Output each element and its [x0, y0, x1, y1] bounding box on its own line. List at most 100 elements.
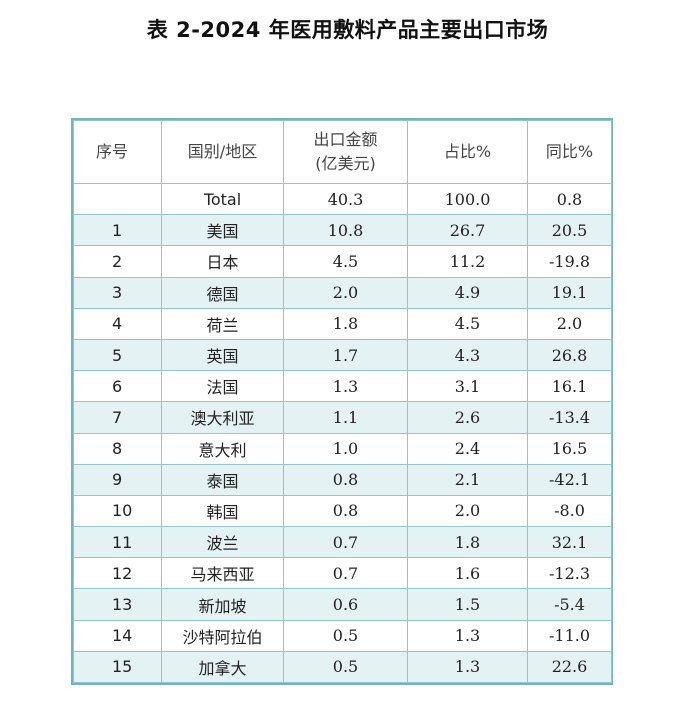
cell-country: 新加坡	[161, 588, 284, 621]
cell-country: 意大利	[161, 432, 284, 465]
cell-amount: 0.5	[283, 619, 408, 652]
cell-share: 1.6	[407, 557, 528, 590]
cell-yoy: 16.5	[527, 432, 612, 465]
table-row: 7 澳大利亚 1.1 2.6 -13.4	[73, 401, 612, 434]
cell-amount: 1.1	[283, 401, 408, 434]
cell-country: 沙特阿拉伯	[161, 619, 284, 652]
table-body: Total 40.3 100.0 0.8 1 美国 10.8 26.7 20.5 2 日本 4.5 11…	[73, 182, 612, 684]
cell-share: 100.0	[407, 182, 528, 216]
cell-share: 2.4	[407, 432, 528, 465]
table-row: 13 新加坡 0.6 1.5 -5.4	[73, 588, 612, 621]
cell-share: 2.1	[407, 463, 528, 496]
cell-country: 日本	[161, 245, 284, 278]
cell-share: 4.3	[407, 338, 528, 372]
cell-amount: 0.6	[283, 588, 408, 621]
cell-amount: 0.7	[283, 557, 408, 590]
cell-amount: 1.0	[283, 432, 408, 465]
header-index: 序号	[73, 120, 162, 184]
table-row: 4 荷兰 1.8 4.5 2.0	[73, 307, 612, 340]
cell-country: 澳大利亚	[161, 401, 284, 434]
export-market-table-container: 序号 国别/地区 出口金额 (亿美元) 占比% 同比% Total 40.3 100…	[71, 118, 613, 685]
cell-index: 9	[73, 463, 162, 496]
header-share: 占比%	[407, 120, 528, 184]
cell-yoy: -42.1	[527, 463, 612, 496]
cell-yoy: 22.6	[527, 650, 612, 684]
cell-country: 德国	[161, 276, 284, 309]
cell-amount: 0.5	[283, 650, 408, 684]
cell-amount: 2.0	[283, 276, 408, 309]
cell-amount: 1.3	[283, 370, 408, 403]
table-row: 14 沙特阿拉伯 0.5 1.3 -11.0	[73, 619, 612, 652]
cell-index: 13	[73, 588, 162, 621]
cell-index: 7	[73, 401, 162, 434]
cell-amount: 0.8	[283, 463, 408, 496]
cell-amount: 0.7	[283, 526, 408, 559]
cell-index: 5	[73, 338, 162, 372]
header-yoy: 同比%	[527, 120, 612, 184]
cell-amount: 40.3	[283, 182, 408, 216]
cell-yoy: -8.0	[527, 494, 612, 528]
cell-amount: 1.8	[283, 307, 408, 340]
table-row: 5 英国 1.7 4.3 26.8	[73, 338, 612, 372]
cell-share: 4.5	[407, 307, 528, 340]
cell-index: 15	[73, 650, 162, 684]
table-row: 15 加拿大 0.5 1.3 22.6	[73, 650, 612, 684]
cell-country: 泰国	[161, 463, 284, 496]
cell-yoy: -19.8	[527, 245, 612, 278]
cell-yoy: 0.8	[527, 182, 612, 216]
cell-country: 马来西亚	[161, 557, 284, 590]
cell-country: Total	[161, 182, 284, 216]
cell-amount: 10.8	[283, 214, 408, 247]
export-market-table: 序号 国别/地区 出口金额 (亿美元) 占比% 同比% Total 40.3 100…	[73, 120, 612, 684]
cell-yoy: -5.4	[527, 588, 612, 621]
table-row: Total 40.3 100.0 0.8	[73, 182, 612, 216]
cell-country: 波兰	[161, 526, 284, 559]
cell-yoy: 20.5	[527, 214, 612, 247]
table-row: 9 泰国 0.8 2.1 -42.1	[73, 463, 612, 496]
cell-yoy: -12.3	[527, 557, 612, 590]
cell-yoy: 19.1	[527, 276, 612, 309]
cell-index: 10	[73, 494, 162, 528]
cell-index: 8	[73, 432, 162, 465]
cell-index	[73, 182, 162, 216]
cell-amount: 1.7	[283, 338, 408, 372]
cell-index: 3	[73, 276, 162, 309]
table-row: 3 德国 2.0 4.9 19.1	[73, 276, 612, 309]
header-country: 国别/地区	[161, 120, 284, 184]
cell-yoy: 26.8	[527, 338, 612, 372]
cell-yoy: 2.0	[527, 307, 612, 340]
cell-share: 2.6	[407, 401, 528, 434]
header-amount: 出口金额 (亿美元)	[283, 120, 408, 184]
cell-country: 加拿大	[161, 650, 284, 684]
table-row: 6 法国 1.3 3.1 16.1	[73, 370, 612, 403]
cell-index: 2	[73, 245, 162, 278]
table-row: 11 波兰 0.7 1.8 32.1	[73, 526, 612, 559]
cell-share: 1.5	[407, 588, 528, 621]
cell-index: 4	[73, 307, 162, 340]
cell-index: 1	[73, 214, 162, 247]
cell-share: 1.3	[407, 619, 528, 652]
cell-amount: 4.5	[283, 245, 408, 278]
header-amount-line1: 出口金额	[313, 130, 378, 149]
cell-country: 法国	[161, 370, 284, 403]
table-header-row: 序号 国别/地区 出口金额 (亿美元) 占比% 同比%	[73, 120, 612, 184]
cell-index: 6	[73, 370, 162, 403]
cell-index: 14	[73, 619, 162, 652]
cell-share: 2.0	[407, 494, 528, 528]
cell-amount: 0.8	[283, 494, 408, 528]
cell-share: 26.7	[407, 214, 528, 247]
cell-share: 3.1	[407, 370, 528, 403]
cell-share: 1.3	[407, 650, 528, 684]
table-row: 1 美国 10.8 26.7 20.5	[73, 214, 612, 247]
cell-country: 英国	[161, 338, 284, 372]
table-row: 12 马来西亚 0.7 1.6 -12.3	[73, 557, 612, 590]
cell-index: 12	[73, 557, 162, 590]
table-row: 10 韩国 0.8 2.0 -8.0	[73, 494, 612, 528]
header-amount-line2: (亿美元)	[315, 154, 376, 173]
cell-index: 11	[73, 526, 162, 559]
table-row: 8 意大利 1.0 2.4 16.5	[73, 432, 612, 465]
page-title: 表 2-2024 年医用敷料产品主要出口市场	[146, 18, 549, 42]
cell-share: 1.8	[407, 526, 528, 559]
cell-country: 韩国	[161, 494, 284, 528]
cell-yoy: -13.4	[527, 401, 612, 434]
